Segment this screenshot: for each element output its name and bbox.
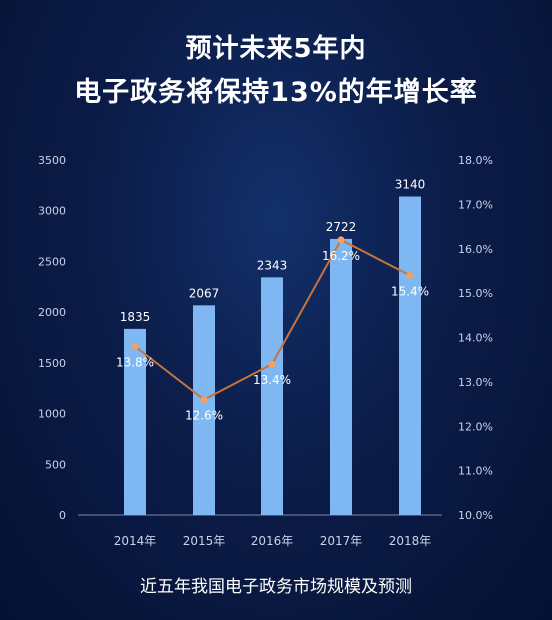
growth-rate-point — [268, 360, 276, 368]
y-left-tick-label: 500 — [45, 458, 66, 471]
bar — [399, 196, 421, 515]
y-right-tick-label: 17.0% — [458, 198, 493, 211]
y-right-tick-label: 16.0% — [458, 243, 493, 256]
chart-caption: 近五年我国电子政务市场规模及预测 — [140, 577, 412, 597]
y-right-tick-label: 10.0% — [458, 509, 493, 522]
bar — [330, 238, 352, 515]
y-right-tick-label: 15.0% — [458, 287, 493, 300]
bar-value-label: 3140 — [395, 178, 426, 192]
y-left-tick-label: 3000 — [38, 205, 66, 218]
y-left-tick-label: 1500 — [38, 357, 66, 370]
y-right-tick-label: 12.0% — [458, 420, 493, 433]
x-tick-label: 2018年 — [389, 534, 432, 548]
bar — [261, 277, 283, 515]
y-left-tick-label: 2500 — [38, 255, 66, 268]
growth-rate-label: 13.8% — [116, 355, 154, 369]
y-left-tick-label: 3500 — [38, 154, 66, 167]
y-left-tick-label: 1000 — [38, 408, 66, 421]
chart-canvas: 0 500 1000 1500 2000 2500 3000 3500 10.0% 11.0% 12… — [38, 154, 493, 548]
bar-value-label: 2722 — [326, 220, 357, 234]
chart-title-line1: 预计未来5年内 — [185, 34, 367, 64]
growth-rate-point — [337, 236, 345, 244]
x-tick-label: 2015年 — [183, 534, 226, 548]
bar — [193, 305, 215, 515]
growth-rate-point — [406, 271, 414, 279]
y-left-tick-label: 2000 — [38, 306, 66, 319]
bar-value-label: 2343 — [257, 258, 288, 272]
growth-rate-point — [131, 342, 139, 350]
growth-rate-label: 16.2% — [322, 249, 360, 263]
growth-rate-label: 12.6% — [185, 409, 223, 423]
x-tick-label: 2016年 — [251, 534, 294, 548]
y-right-tick-label: 14.0% — [458, 332, 493, 345]
growth-rate-label: 15.4% — [391, 284, 429, 298]
x-tick-label: 2017年 — [320, 534, 363, 548]
bar-value-label: 1835 — [120, 310, 151, 324]
growth-rate-point — [200, 396, 208, 404]
growth-rate-label: 13.4% — [253, 373, 291, 387]
y-right-tick-label: 18.0% — [458, 154, 493, 167]
x-tick-label: 2014年 — [114, 534, 157, 548]
bar-value-label: 2067 — [189, 286, 220, 300]
y-right-tick-label: 11.0% — [458, 465, 493, 478]
y-right-tick-label: 13.0% — [458, 376, 493, 389]
y-left-tick-label: 0 — [59, 509, 66, 522]
chart-title-line2: 电子政务将保持13%的年增长率 — [74, 77, 478, 108]
bar — [124, 328, 146, 515]
